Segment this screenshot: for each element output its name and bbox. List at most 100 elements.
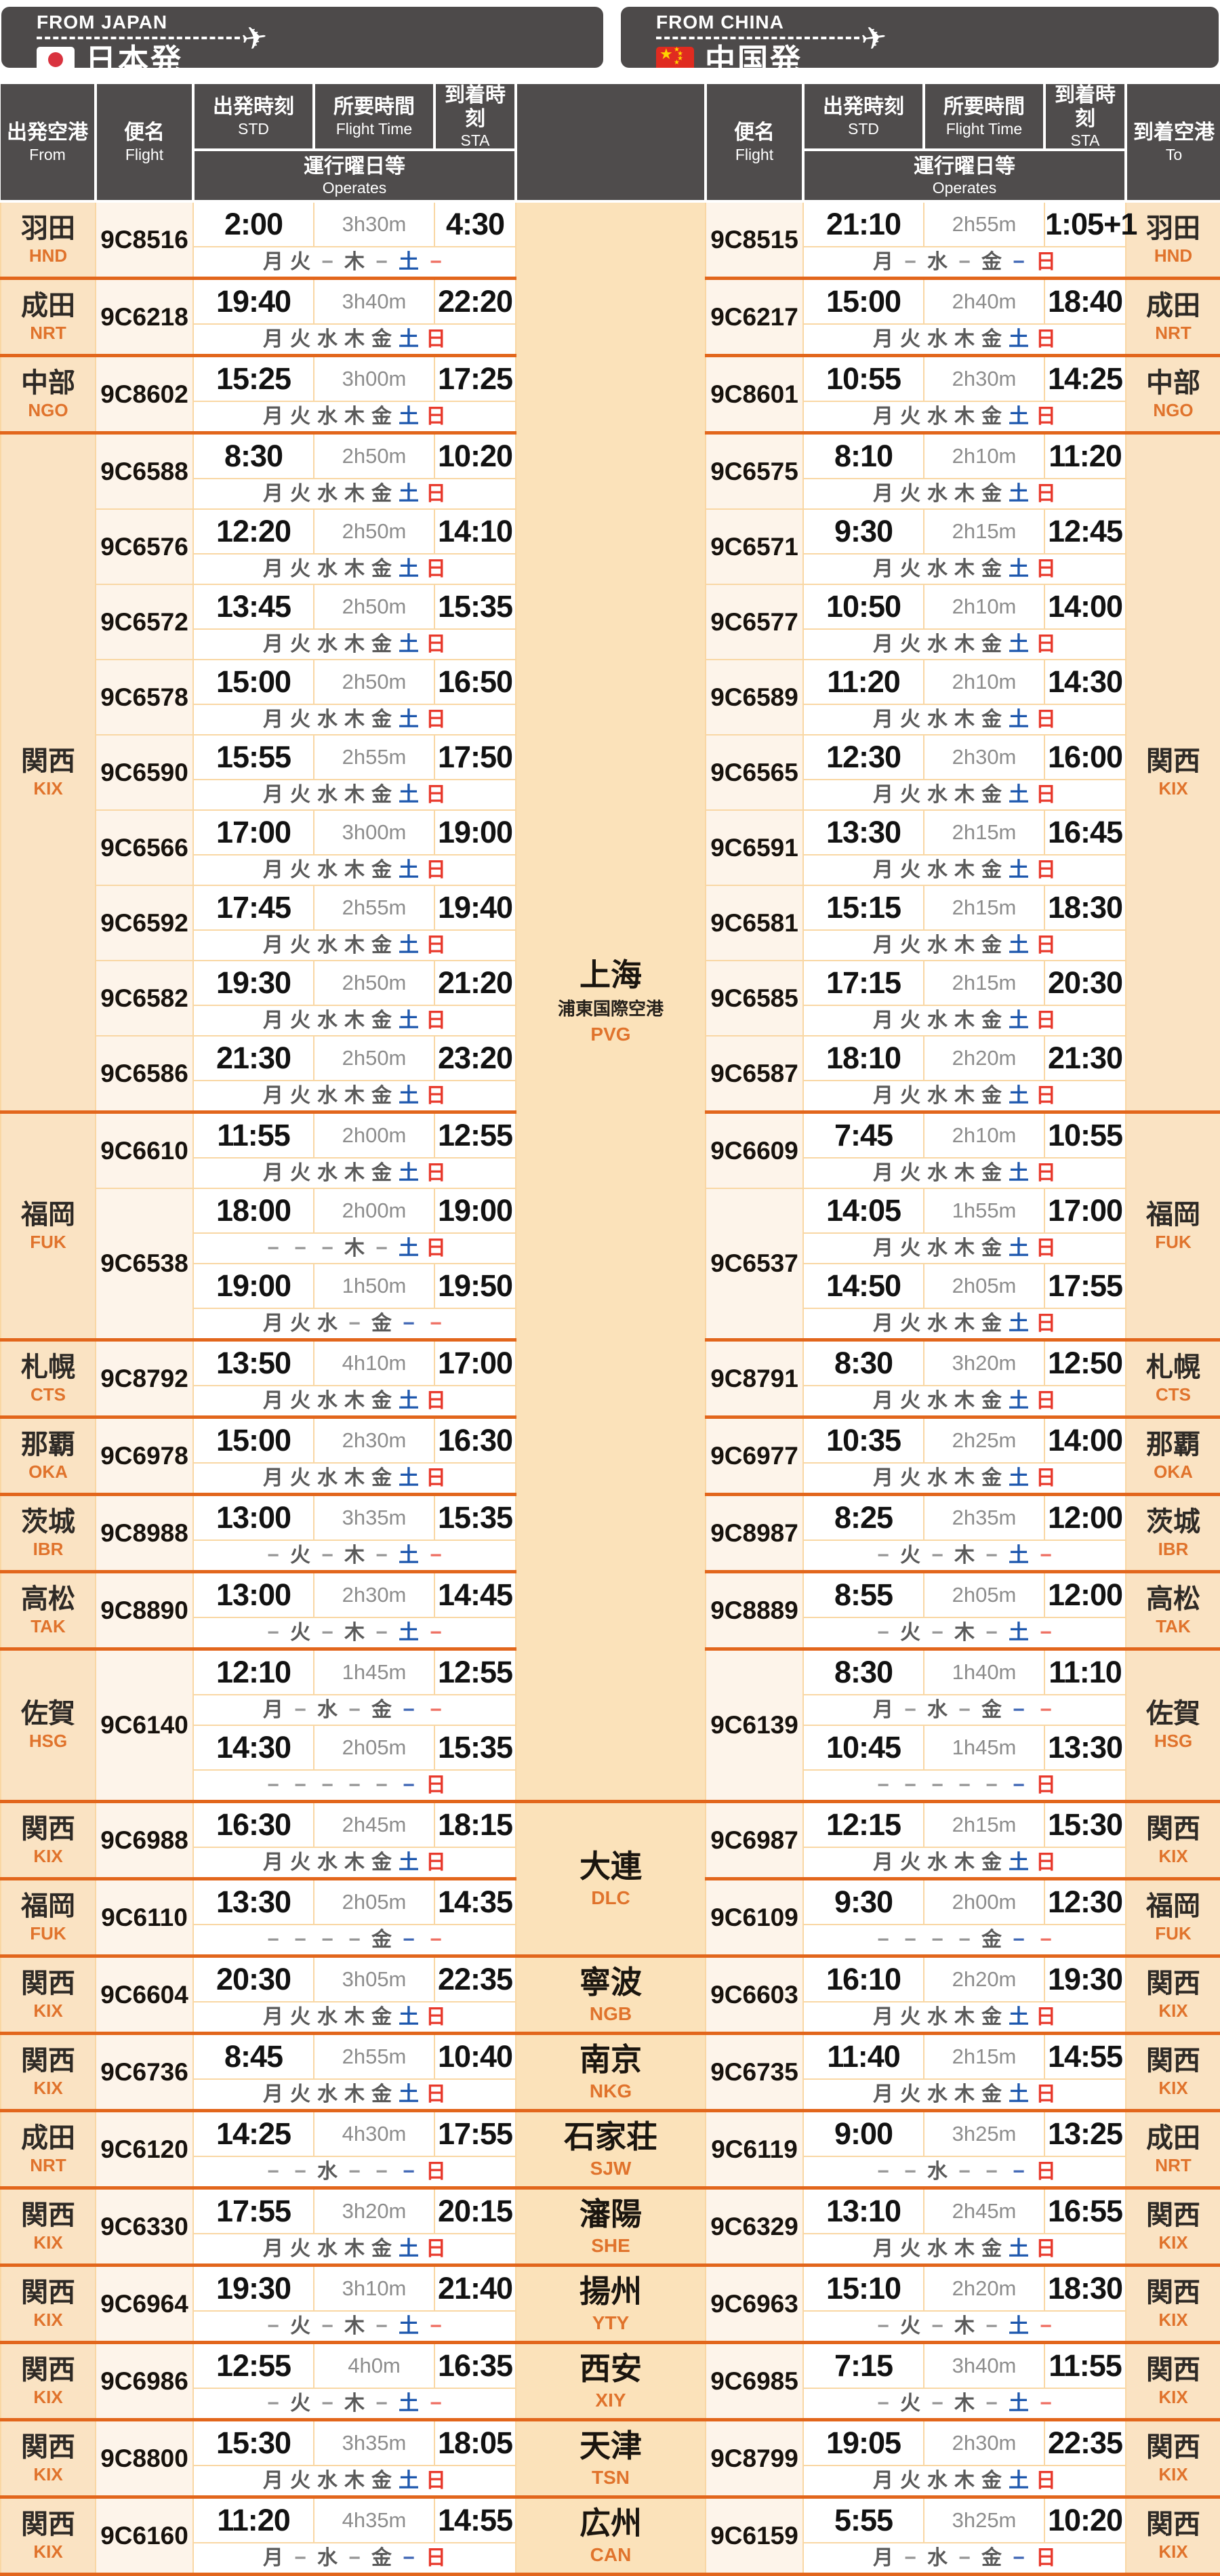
day-slot: 月 (873, 1084, 893, 1107)
operating-days-cell: − − − − 金 − − (802, 1924, 1126, 1957)
duration-cell: 2h55m (313, 2032, 435, 2080)
day-slot: 月 (263, 858, 283, 881)
table-header: 出発空港 From 便名 Flight 出発時刻 STD 所要時間 Flight Tim… (1, 84, 1220, 203)
japan-banner-label-row: 日本発 (37, 45, 603, 68)
flight-number-cell: 9C6576 (95, 508, 194, 585)
day-slot: 木 (344, 783, 365, 806)
airport-code: NRT (30, 322, 66, 343)
day-slot: 土 (1009, 1084, 1029, 1107)
day-slot: − (931, 2314, 943, 2337)
day-slot: 金 (981, 1084, 1002, 1107)
day-slot: − (348, 2546, 361, 2569)
airport-code: KIX (33, 2386, 63, 2407)
day-slot: 金 (981, 1928, 1002, 1951)
airport-code: KIX (33, 2309, 63, 2330)
day-slot: 土 (1009, 1312, 1029, 1335)
schedule-days-row: 月火水木金土日月火水木金土日 (1, 704, 1220, 736)
day-slot: 月 (263, 1312, 283, 1335)
day-slot: 土 (1009, 858, 1029, 881)
day-slot: − (403, 2160, 415, 2183)
day-slot: 木 (954, 708, 975, 731)
duration-cell: 2h55m (923, 201, 1045, 247)
day-slot: 土 (1009, 405, 1029, 428)
std-cell: 17:45 (192, 885, 314, 931)
schedule-time-row: 関西 KIX 9C6736 8:45 2h55m 10:40 南京 NKG 9C6735 11:4… (0, 2032, 1220, 2112)
day-slot: 日 (426, 1009, 446, 1032)
day-slot: 火 (290, 1851, 310, 1874)
flight-number-cell: 9C6590 (95, 734, 194, 811)
flight-number-cell: 9C8792 (95, 1338, 194, 1418)
destination-airport-name: 浦東国際空港 (557, 998, 664, 1019)
flight-number-cell: 9C6988 (95, 1800, 194, 1880)
airport-name: 羽田 (1146, 213, 1200, 243)
sta-cell: 18:30 (1044, 885, 1126, 931)
flight-number-cell: 9C8515 (705, 201, 804, 279)
operating-days-cell: − − − 木 − 土日 (192, 1232, 516, 1264)
airport-cell-from: 福岡 FUK (0, 1877, 96, 1957)
destination-code: SJW (590, 2158, 632, 2179)
day-slot: 木 (954, 405, 975, 428)
sta-cell: 18:05 (434, 2418, 516, 2466)
schedule-days-row: 月火水 − 金 − − 月火水木金土日 (1, 1308, 1220, 1341)
day-slot: 水 (927, 482, 948, 505)
airport-name: 関西 (21, 2354, 75, 2385)
std-cell: 21:10 (802, 201, 924, 247)
airport-cell-to: 関西 KIX (1125, 2341, 1220, 2421)
day-slot: 木 (344, 482, 365, 505)
day-slot: 土 (399, 405, 419, 428)
day-slot: − (403, 1773, 415, 1796)
std-cell: 13:45 (192, 584, 314, 630)
day-slot: 水 (927, 1084, 948, 1107)
sta-cell: 19:50 (434, 1263, 516, 1309)
day-slot: 金 (981, 2005, 1002, 2028)
day-slot: 木 (344, 1621, 365, 1644)
day-slot: 日 (426, 1851, 446, 1874)
schedule-time-row: 関西 KIX 9C6986 12:55 4h0m 16:35 西安 XIY 9C6985 7:15… (0, 2341, 1220, 2421)
operating-days-cell: − 火 − 木 − 土 − (192, 1539, 516, 1573)
duration-cell: 2h00m (923, 1877, 1045, 1925)
airport-cell-from: 福岡 FUK (0, 1110, 96, 1341)
day-slot: − (321, 1773, 333, 1796)
operating-days-cell: − − − − 金 − − (192, 1924, 516, 1957)
duration-cell: 2h50m (313, 584, 435, 630)
day-slot: 金 (371, 1466, 392, 1489)
airport-cell-to: 関西 KIX (1125, 1800, 1220, 1880)
airport-name: 福岡 (21, 1199, 75, 1230)
day-slot: 水 (927, 2082, 948, 2106)
airport-code: KIX (33, 2232, 63, 2253)
day-slot: 日 (1036, 482, 1056, 505)
day-slot: − (877, 2392, 889, 2415)
day-slot: 月 (873, 1236, 893, 1260)
schedule-time-row: 9C6582 19:30 2h50m 21:20 9C6585 17:15 2h15m 20:… (1, 960, 1220, 1037)
flight-number-cell: 9C6578 (95, 659, 194, 736)
std-cell: 12:10 (192, 1647, 314, 1695)
day-slot: 水 (927, 933, 948, 957)
airport-cell-from: 札幌 CTS (0, 1338, 96, 1418)
day-slot: 月 (263, 933, 283, 957)
day-slot: − (985, 2160, 998, 2183)
schedule-time-row: 関西 KIX 9C6988 16:30 2h45m 18:15 大連 DLC 9C6987 12:… (0, 1800, 1220, 1957)
day-slot: − (931, 1544, 943, 1567)
airport-name: 高松 (1146, 1584, 1200, 1614)
day-slot: − (985, 2392, 998, 2415)
day-slot: 火 (900, 1466, 920, 1489)
day-slot: − (1040, 1928, 1052, 1951)
day-slot: 土 (399, 1389, 419, 1412)
day-slot: 木 (344, 2392, 365, 2415)
day-slot: 木 (954, 1312, 975, 1335)
day-slot: 月 (263, 1161, 283, 1184)
airport-code: FUK (1155, 1923, 1192, 1944)
day-slot: 金 (371, 482, 392, 505)
day-slot: − (985, 1544, 998, 1567)
airport-name: 成田 (1146, 2122, 1200, 2153)
airport-name: 高松 (21, 1584, 75, 1614)
operating-days-cell: 月火水木金土日 (192, 2001, 516, 2034)
day-slot: 木 (954, 2005, 975, 2028)
std-cell: 5:55 (802, 2495, 924, 2543)
operating-days-cell: 月火水木金土日 (192, 478, 516, 510)
day-slot: 土 (399, 1161, 419, 1184)
day-slot: 金 (981, 482, 1002, 505)
airport-name: 関西 (1146, 2277, 1200, 2308)
day-slot: − (904, 2546, 916, 2569)
operating-days-cell: − − − − − − 日 (192, 1769, 516, 1803)
